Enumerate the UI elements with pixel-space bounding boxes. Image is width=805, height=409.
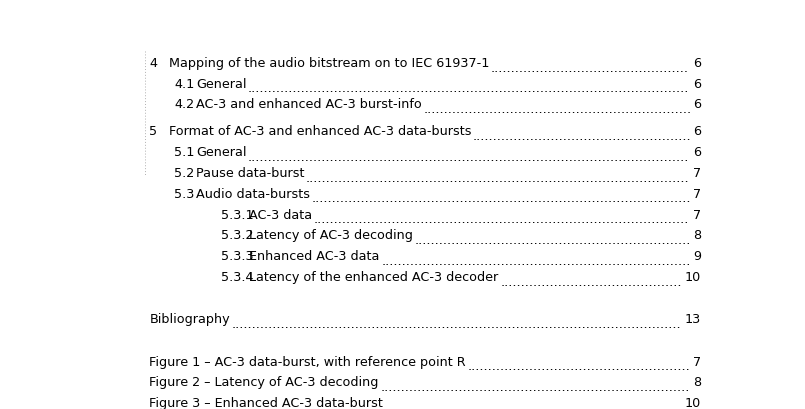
Text: 7: 7 <box>693 166 701 180</box>
Text: 8: 8 <box>693 229 701 242</box>
Text: ............................................: ........................................… <box>500 275 682 288</box>
Text: 6: 6 <box>693 98 701 111</box>
Text: ................................................................................: ........................................… <box>248 82 689 95</box>
Text: General: General <box>196 77 246 90</box>
Text: ...........................................................................: ........................................… <box>382 254 691 267</box>
Text: 5.3.3: 5.3.3 <box>221 249 254 263</box>
Text: Enhanced AC-3 data: Enhanced AC-3 data <box>250 249 380 263</box>
Text: 5.1: 5.1 <box>174 146 195 159</box>
Text: .................................................................: ........................................… <box>423 103 691 116</box>
Text: 6: 6 <box>693 77 701 90</box>
Text: AC-3 and enhanced AC-3 burst-info: AC-3 and enhanced AC-3 burst-info <box>196 98 422 111</box>
Text: Latency of AC-3 decoding: Latency of AC-3 decoding <box>250 229 413 242</box>
Text: ................................................................................: ........................................… <box>314 213 689 226</box>
Text: Audio data-bursts: Audio data-bursts <box>196 187 310 200</box>
Text: 5.3.2: 5.3.2 <box>221 229 254 242</box>
Text: 7: 7 <box>693 187 701 200</box>
Text: 8: 8 <box>693 375 701 389</box>
Text: 10: 10 <box>685 270 701 283</box>
Text: 4: 4 <box>150 57 158 70</box>
Text: ......................................................: ........................................… <box>468 360 691 372</box>
Text: 9: 9 <box>693 249 701 263</box>
Text: 6: 6 <box>693 57 701 70</box>
Text: ................................................................................: ........................................… <box>306 171 690 184</box>
Text: ...................................................................: ........................................… <box>415 234 691 246</box>
Text: ...........................................................................: ........................................… <box>381 380 690 393</box>
Text: ................................................................................: ........................................… <box>248 151 689 164</box>
Text: 6: 6 <box>693 125 701 138</box>
Text: Figure 2 – Latency of AC-3 decoding: Figure 2 – Latency of AC-3 decoding <box>150 375 379 389</box>
Text: 4.2: 4.2 <box>174 98 194 111</box>
Text: 13: 13 <box>685 312 701 326</box>
Text: ................................................................................: ........................................… <box>232 317 681 330</box>
Text: ........................................................................: ........................................… <box>385 401 682 409</box>
Text: .....................................................: ........................................… <box>473 130 691 143</box>
Text: Bibliography: Bibliography <box>150 312 230 326</box>
Text: 6: 6 <box>693 146 701 159</box>
Text: 5.3.4: 5.3.4 <box>221 270 254 283</box>
Text: Format of AC-3 and enhanced AC-3 data-bursts: Format of AC-3 and enhanced AC-3 data-bu… <box>169 125 471 138</box>
Text: ................................................: ........................................… <box>491 61 689 74</box>
Text: Pause data-burst: Pause data-burst <box>196 166 304 180</box>
Text: Figure 1 – AC-3 data-burst, with reference point R: Figure 1 – AC-3 data-burst, with referen… <box>150 355 466 368</box>
Text: ................................................................................: ........................................… <box>312 192 691 205</box>
Text: Figure 3 – Enhanced AC-3 data-burst: Figure 3 – Enhanced AC-3 data-burst <box>150 396 383 409</box>
Text: Latency of the enhanced AC-3 decoder: Latency of the enhanced AC-3 decoder <box>250 270 498 283</box>
Text: 7: 7 <box>693 208 701 221</box>
Text: 5.3.1: 5.3.1 <box>221 208 254 221</box>
Text: 4.1: 4.1 <box>174 77 195 90</box>
Text: 10: 10 <box>685 396 701 409</box>
Text: AC-3 data: AC-3 data <box>250 208 312 221</box>
Text: Mapping of the audio bitstream on to IEC 61937-1: Mapping of the audio bitstream on to IEC… <box>169 57 489 70</box>
Text: General: General <box>196 146 246 159</box>
Text: 5: 5 <box>150 125 158 138</box>
Text: 5.3: 5.3 <box>174 187 195 200</box>
Text: 5.2: 5.2 <box>174 166 195 180</box>
Text: 7: 7 <box>693 355 701 368</box>
